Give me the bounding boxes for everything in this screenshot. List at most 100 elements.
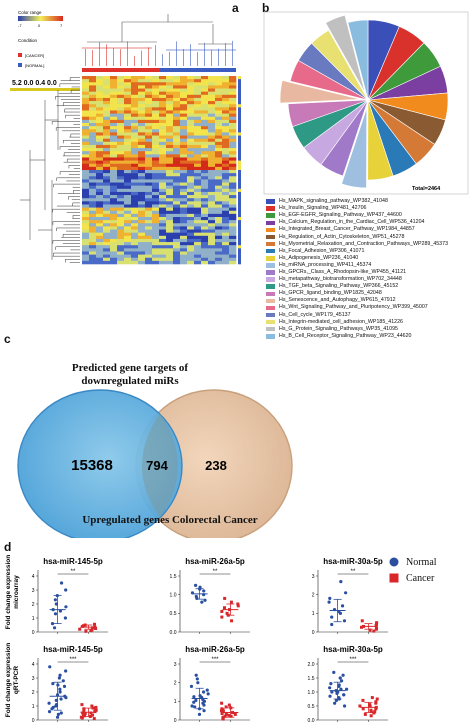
heatmap-cell [145, 141, 153, 146]
heatmap-cell [124, 154, 132, 158]
heatmap-cell [159, 148, 167, 152]
panel-c-venn: c Predicted gene targets of downregulate… [0, 332, 474, 538]
heatmap-cell [117, 116, 125, 121]
heatmap-cell [145, 123, 153, 127]
cancer-point [82, 707, 86, 711]
heatmap-cell [103, 138, 111, 143]
heatmap-cell [173, 82, 181, 86]
heatmap-cell [152, 257, 160, 262]
heatmap-cell [138, 170, 146, 174]
side-annotation-cell [238, 110, 241, 114]
heatmap-cell [82, 101, 90, 105]
heatmap-cell [152, 207, 160, 212]
heatmap-cell [117, 79, 125, 83]
heatmap-cell [89, 107, 97, 111]
heatmap-cell [201, 94, 209, 99]
heatmap-cell [89, 160, 97, 165]
heatmap-cell [82, 248, 90, 252]
heatmap-cell [145, 217, 153, 221]
heatmap-cell [110, 173, 118, 177]
heatmap-cell [110, 201, 118, 205]
heatmap-cell [173, 160, 181, 165]
heatmap-cell [103, 257, 111, 262]
heatmap-cell [131, 144, 139, 149]
heatmap-cell [222, 110, 230, 114]
heatmap-cell [208, 245, 216, 249]
heatmap-cell [138, 207, 146, 212]
heatmap-cell [117, 97, 125, 102]
normal-point [53, 598, 57, 602]
heatmap-cell [124, 232, 132, 237]
heatmap-cell [124, 213, 132, 218]
heatmap-cell [131, 254, 139, 259]
heatmap-cell [194, 119, 202, 124]
heatmap-cell [96, 163, 104, 168]
heatmap-cell [131, 226, 139, 230]
side-annotation-cell [238, 254, 241, 259]
heatmap-cell [208, 170, 216, 174]
heatmap-cell [82, 191, 90, 196]
heatmap-cell [159, 110, 167, 114]
heatmap-cell [103, 113, 111, 118]
heatmap-cell [222, 179, 230, 183]
side-annotation-cell [238, 101, 241, 105]
heatmap-cell [96, 251, 104, 255]
heatmap-cell [124, 210, 132, 215]
heatmap-cell [117, 185, 125, 190]
heatmap-cell [131, 113, 139, 118]
heatmap-cell [215, 126, 223, 130]
pie-legend-label: Hs_Focal_Adhesion_WP306_41071 [279, 247, 365, 254]
heatmap-cell [117, 226, 125, 230]
heatmap-cell [138, 232, 146, 237]
cancer-point [82, 714, 86, 718]
heatmap-cell [229, 88, 237, 92]
heatmap-cell [194, 248, 202, 252]
heatmap-cell [180, 148, 188, 152]
heatmap-cell [173, 257, 181, 262]
heatmap-cell [166, 116, 174, 121]
heatmap-cell [110, 138, 118, 143]
heatmap-cell [180, 76, 188, 80]
heatmap-cell [138, 238, 146, 243]
heatmap-cell [159, 138, 167, 143]
heatmap-cell [187, 257, 195, 262]
heatmap-cell [201, 242, 209, 246]
normal-point [341, 673, 345, 677]
heatmap-cell [229, 235, 237, 240]
heatmap-cell [222, 220, 230, 224]
heatmap-cell [89, 207, 97, 212]
heatmap-cell [173, 138, 181, 143]
heatmap-cell [110, 126, 118, 130]
heatmap-cell [131, 94, 139, 99]
heatmap-cell [159, 254, 167, 259]
heatmap-cell [145, 148, 153, 152]
heatmap-cell [82, 85, 90, 89]
heatmap-cell [166, 232, 174, 237]
heatmap-cell [103, 76, 111, 80]
heatmap-cell [138, 79, 146, 83]
heatmap-cell [222, 173, 230, 177]
heatmap-cell [229, 135, 237, 139]
heatmap-cell [222, 176, 230, 180]
heatmap-cell [180, 251, 188, 255]
heatmap-cell [89, 141, 97, 146]
heatmap-cell [208, 138, 216, 143]
side-annotation-cell [238, 220, 241, 224]
condition-normal-label: [NORMAL] [25, 63, 44, 68]
pie-slice [279, 80, 361, 104]
heatmap-cell [103, 104, 111, 108]
heatmap-cell [82, 242, 90, 246]
heatmap-cell [173, 126, 181, 130]
heatmap-cell [96, 260, 104, 265]
heatmap-cell [222, 79, 230, 83]
heatmap-cell [229, 101, 237, 105]
heatmap-cell [187, 223, 195, 227]
cancer-point [91, 706, 95, 710]
normal-point [339, 679, 344, 683]
heatmap-cell [229, 116, 237, 121]
heatmap-cell [166, 151, 174, 155]
cancer-point [361, 707, 365, 711]
heatmap-cell [82, 82, 90, 86]
side-annotation-cell [238, 151, 241, 155]
heatmap-cell [229, 179, 237, 183]
